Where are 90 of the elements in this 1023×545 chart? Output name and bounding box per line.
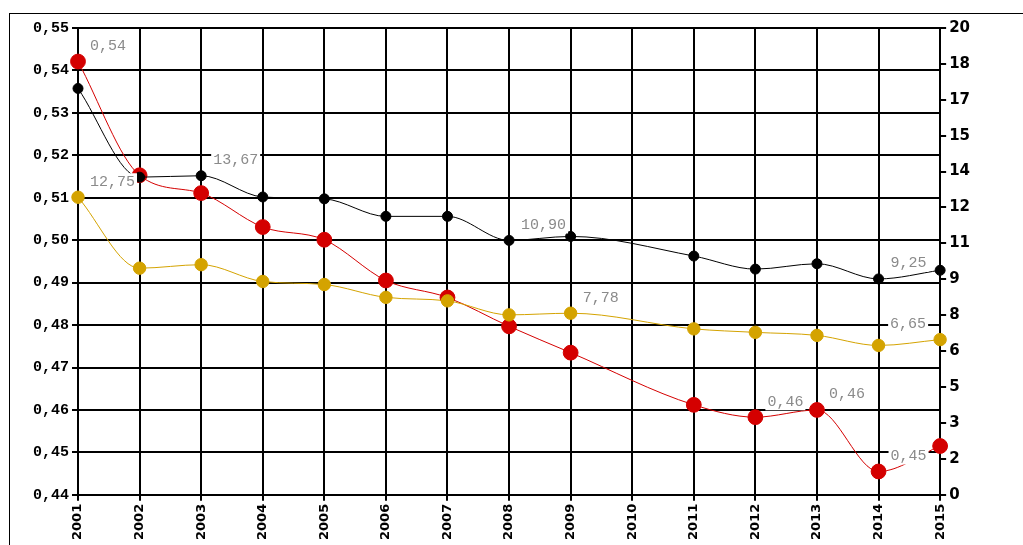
y2-tick-label: 15 [949, 125, 970, 144]
y-tick-label: 0,47 [32, 359, 70, 377]
x-tick-label: 2007 [438, 503, 454, 541]
point [503, 234, 515, 246]
x-tick-label: 2014 [869, 503, 885, 541]
point [563, 306, 578, 320]
point [440, 294, 455, 308]
point [870, 463, 887, 480]
point [811, 258, 823, 270]
y2-tick-label: 18 [949, 53, 970, 72]
x-tick-label: 2013 [808, 503, 824, 541]
point [379, 290, 393, 305]
point [932, 438, 949, 454]
y-tick-label: 0,49 [32, 274, 70, 292]
y-tick-label: 0,51 [32, 189, 70, 207]
point [685, 396, 702, 413]
data-label: 7,78 [582, 289, 619, 307]
point [810, 328, 824, 343]
y-tick-label: 0,45 [32, 444, 70, 462]
y-tick-label: 0,53 [32, 104, 70, 122]
point [132, 261, 147, 275]
data-label: 6,65 [890, 316, 927, 334]
point [257, 191, 269, 203]
x-tick-label: 2008 [500, 503, 516, 541]
point [933, 332, 947, 347]
point [195, 170, 207, 182]
y-tick-label: 0,50 [32, 231, 70, 249]
x-tick-label: 2009 [562, 503, 578, 541]
point [254, 219, 271, 235]
point [441, 210, 453, 222]
x-tick-label: 2001 [69, 503, 85, 541]
point [871, 338, 886, 353]
y2-tick-label: 11 [949, 233, 970, 252]
y2-tick-label: 2 [949, 448, 960, 467]
y-tick-label: 0,44 [32, 486, 70, 504]
point [748, 325, 763, 340]
x-tick-label: 2003 [192, 503, 208, 541]
point [71, 190, 85, 204]
y2-tick-label: 14 [949, 161, 970, 180]
x-tick-label: 2004 [254, 503, 270, 541]
point [70, 53, 86, 70]
data-label: 0,46 [767, 393, 804, 411]
x-tick-label: 2011 [685, 503, 701, 541]
point [193, 185, 210, 201]
point [687, 322, 701, 336]
point [934, 264, 946, 276]
point [747, 409, 764, 426]
y-tick-label: 0,46 [32, 401, 70, 419]
y2-tick-label: 0 [949, 484, 960, 503]
data-label: 0,54 [90, 37, 127, 55]
point [194, 257, 208, 272]
x-tick-label: 2010 [623, 503, 639, 541]
data-label: 9,25 [890, 255, 927, 273]
data-label: 10,90 [521, 216, 567, 234]
point [318, 193, 330, 205]
point [502, 308, 516, 322]
point [317, 277, 332, 292]
y2-tick-label: 6 [949, 341, 960, 360]
point [565, 230, 577, 242]
y-tick-label: 0,55 [32, 19, 70, 37]
point [809, 402, 825, 418]
data-label: 12,75 [90, 173, 136, 191]
x-tick-label: 2012 [746, 503, 762, 541]
y2-tick-label: 20 [949, 17, 970, 36]
x-tick-label: 2005 [315, 503, 331, 541]
y-tick-label: 0,52 [32, 147, 70, 165]
point [749, 263, 761, 275]
point [316, 231, 333, 248]
x-tick-label: 2006 [377, 503, 393, 541]
data-label: 0,45 [890, 447, 927, 465]
x-tick-label: 2015 [931, 503, 947, 541]
data-label: 0,46 [828, 386, 865, 404]
x-tick-label: 2002 [130, 503, 146, 541]
point [688, 250, 700, 262]
y2-tick-label: 17 [949, 89, 970, 108]
y-tick-label: 0,54 [32, 62, 70, 80]
data-label: 13,67 [213, 152, 259, 170]
y2-tick-label: 9 [949, 269, 960, 288]
point [256, 274, 270, 289]
point [562, 344, 579, 361]
point [72, 82, 84, 94]
y2-tick-label: 3 [949, 412, 960, 431]
y2-tick-label: 8 [949, 305, 960, 324]
y2-tick-label: 12 [949, 197, 970, 216]
point [873, 273, 885, 285]
y2-tick-label: 5 [949, 376, 960, 395]
point [380, 210, 392, 222]
point [378, 272, 394, 289]
y-tick-label: 0,48 [32, 316, 70, 334]
point [501, 318, 517, 335]
